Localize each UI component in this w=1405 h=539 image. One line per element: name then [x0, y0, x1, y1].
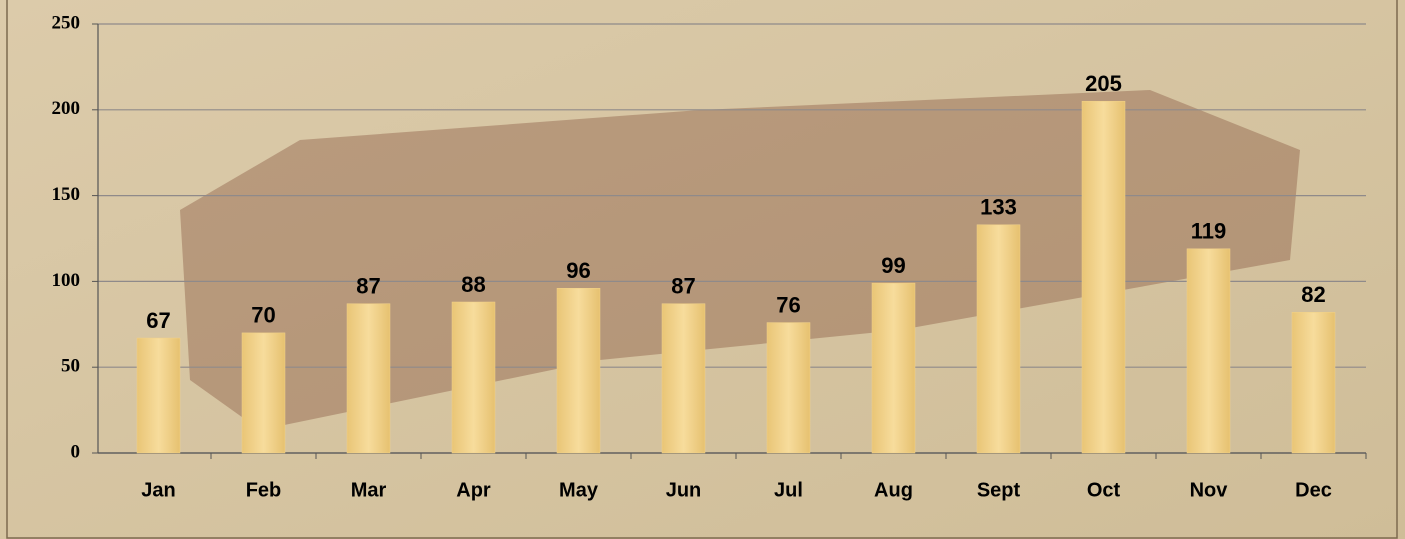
x-tick-label: Jul — [774, 479, 803, 501]
value-label: 99 — [881, 253, 905, 278]
y-tick-label: 50 — [61, 356, 80, 377]
x-tick-label: Jan — [141, 479, 175, 501]
bar — [1186, 248, 1231, 454]
value-label: 96 — [566, 258, 590, 283]
bar — [556, 288, 601, 454]
y-tick-label: 0 — [71, 441, 81, 462]
x-tick-label: Sept — [977, 479, 1021, 501]
value-label: 88 — [461, 272, 485, 297]
x-tick-label: Mar — [351, 479, 387, 501]
x-tick-label: Oct — [1087, 479, 1121, 501]
x-tick-label: Dec — [1295, 479, 1332, 501]
value-label: 76 — [776, 292, 800, 317]
bar — [871, 282, 916, 454]
y-tick-label: 200 — [52, 98, 81, 119]
y-tick-label: 250 — [52, 12, 81, 33]
value-label: 119 — [1191, 219, 1227, 244]
x-tick-label: Aug — [874, 479, 913, 501]
bar — [346, 303, 391, 454]
value-label: 205 — [1085, 71, 1122, 96]
bar — [766, 322, 811, 454]
y-tick-label: 150 — [52, 184, 81, 205]
value-label: 87 — [356, 274, 380, 299]
value-label: 87 — [671, 274, 695, 299]
x-tick-label: Feb — [246, 479, 282, 501]
x-tick-label: Apr — [456, 479, 491, 501]
value-label: 67 — [146, 308, 170, 333]
value-label: 82 — [1301, 282, 1325, 307]
bar — [136, 337, 181, 454]
value-label: 133 — [980, 195, 1017, 220]
bar — [976, 224, 1021, 454]
chart-border — [6, 0, 1398, 539]
x-tick-label: May — [559, 479, 599, 501]
bar — [241, 332, 286, 454]
bar — [661, 303, 706, 454]
x-tick-label: Nov — [1190, 479, 1229, 501]
x-tick-label: Jun — [666, 479, 702, 501]
y-tick-label: 100 — [52, 270, 81, 291]
bar — [1291, 312, 1336, 454]
value-label: 70 — [251, 303, 275, 328]
bar — [451, 301, 496, 454]
bar — [1081, 100, 1126, 454]
